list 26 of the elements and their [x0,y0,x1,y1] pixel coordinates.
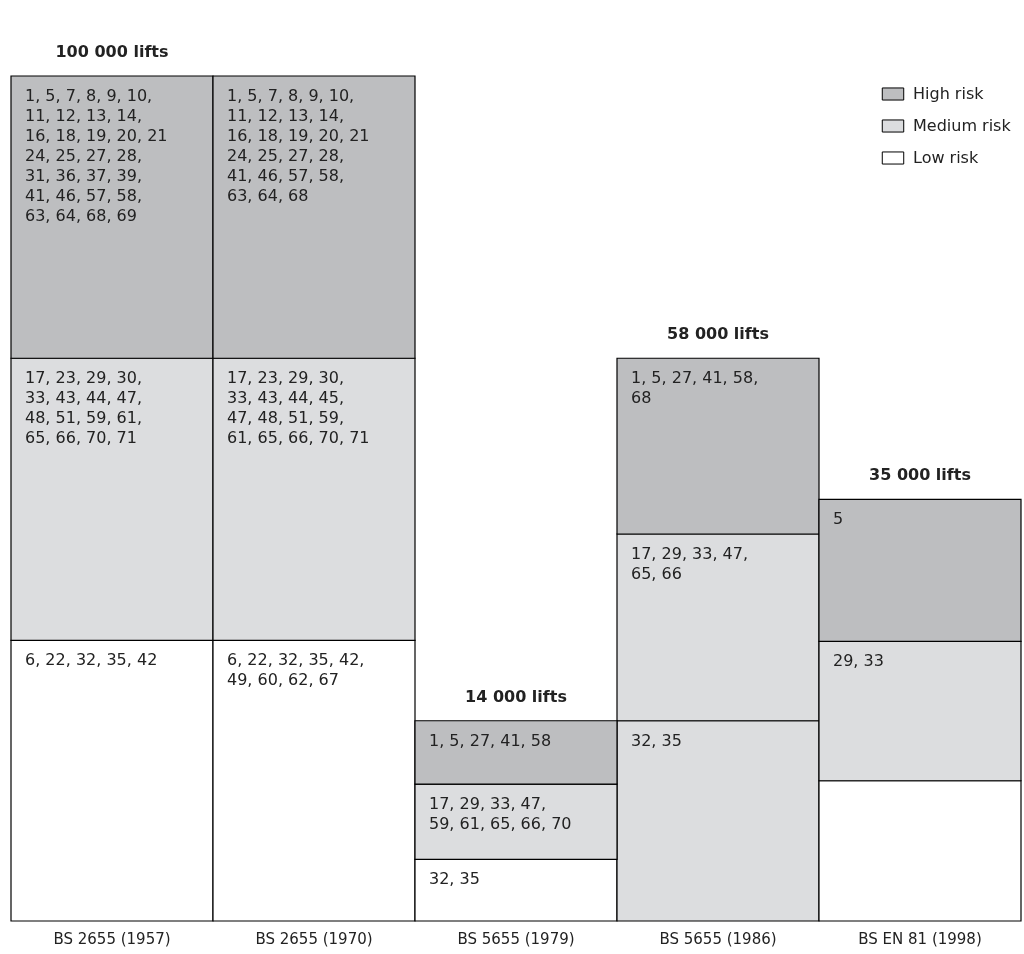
x-tick-label: BS 5655 (1979) [457,929,575,948]
annotation: 17, 29, 33, 47, 59, 61, 65, 66, 70 [429,794,572,834]
x-tick-label: BS 2655 (1957) [53,929,171,948]
annotation: 32, 35 [631,730,682,750]
legend-label: High risk [913,84,985,103]
legend-label: Low risk [913,148,979,167]
legend-label: Medium risk [913,116,1012,135]
annotation: 58 000 lifts [667,324,769,344]
x-tick-label: BS 2655 (1970) [255,929,373,948]
annotation: 1, 5, 7, 8, 9, 10, 11, 12, 13, 14, 16, 18, 19, 20, 21 24, 25, 27, 28, 41, 46, 57, 58, 63, 64, 68 [227,86,370,205]
x-tick-label: BS 5655 (1986) [659,929,777,948]
annotation: 17, 29, 33, 47, 65, 66 [631,543,749,583]
annotation: 14 000 lifts [465,686,567,706]
annotation: 35 000 lifts [869,465,971,485]
annotation: 32, 35 [429,869,480,889]
annotation: 17, 23, 29, 30, 33, 43, 44, 47, 48, 51, 59, 61, 65, 66, 70, 71 [25,368,143,448]
annotation: 100 000 lifts [55,42,169,61]
annotation: 1, 5, 27, 41, 58, 68 [631,368,759,408]
annotation: 1, 5, 7, 8, 9, 10, 11, 12, 13, 14, 16, 18, 19, 20, 21 24, 25, 27, 28, 31, 36, 37, 39, 41, 46, 57, 58, 63, 64, 68, 69 [25,86,168,225]
annotation: 6, 22, 32, 35, 42 [25,650,158,670]
annotation: 1, 5, 27, 41, 58 [429,730,552,750]
annotation: 6, 22, 32, 35, 42, 49, 60, 62, 67 [227,650,365,690]
x-tick-label: BS EN 81 (1998) [858,929,982,948]
annotation: 5 [833,509,844,529]
annotation: 17, 23, 29, 30, 33, 43, 44, 45, 47, 48, 51, 59, 61, 65, 66, 70, 71 [227,368,370,448]
annotation: 29, 33 [833,651,884,671]
